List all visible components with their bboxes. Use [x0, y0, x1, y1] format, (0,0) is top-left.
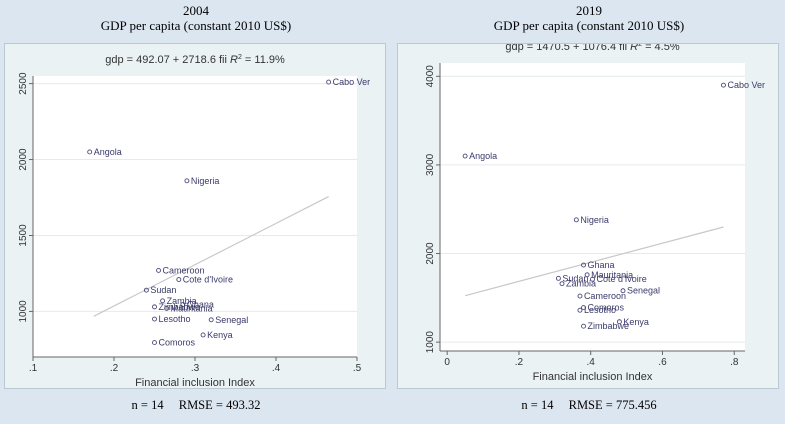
point-label: Cameroon [584, 291, 626, 301]
data-point [590, 276, 595, 282]
y-tick-label: 2000 [425, 242, 436, 265]
y-tick-label: 1000 [425, 331, 436, 354]
plot-area [33, 76, 357, 357]
data-point [577, 307, 583, 313]
x-tick-label: .2 [110, 363, 119, 374]
point-label: Cabo Ver [727, 80, 765, 90]
point-label: Sudan [562, 273, 588, 283]
point-label: Nigeria [191, 176, 220, 186]
data-point [152, 340, 157, 346]
data-point [152, 304, 157, 310]
point-label: Comoros [588, 303, 625, 313]
data-point [184, 178, 190, 184]
point-label: Ghana [588, 260, 615, 270]
x-tick-label: .6 [658, 357, 667, 368]
data-point [176, 277, 182, 282]
data-point [584, 272, 590, 278]
x-tick-label: .1 [29, 363, 38, 374]
data-point [208, 317, 214, 323]
regression-equation: gdp = 1470.5 + 1076.4 fii R2 = 4.5% [505, 44, 679, 53]
data-point [555, 275, 561, 281]
point-label: Ghana [187, 300, 214, 310]
point-label: Mauritania [591, 270, 633, 280]
x-tick-label: .4 [587, 357, 596, 368]
regression-equation: gdp = 492.07 + 2718.6 fii R2 = 11.9% [105, 54, 285, 66]
fit-line [464, 226, 724, 297]
x-tick-label: .5 [353, 363, 362, 374]
x-tick-label: .8 [730, 357, 739, 368]
point-label: Kenya [623, 317, 649, 327]
chart-title: 2004 [183, 3, 209, 18]
rmse-value: RMSE = 493.32 [178, 398, 261, 412]
point-label: Zambia [167, 296, 197, 306]
data-point [160, 298, 166, 304]
point-label: Senegal [215, 315, 248, 325]
point-label: Angola [469, 151, 497, 161]
y-tick-label: 1500 [18, 224, 29, 247]
rmse-value: RMSE = 775.456 [568, 398, 657, 412]
fit-line [93, 196, 329, 317]
point-label: Cote d'Ivoire [183, 275, 233, 285]
chart-panel-2019: 2019 GDP per capita (constant 2010 US$) … [393, 0, 785, 424]
data-point [616, 319, 622, 325]
point-label: Senegal [627, 286, 660, 296]
chart-panel-2004: 2004 GDP per capita (constant 2010 US$) … [0, 0, 392, 424]
point-label: Sudan [150, 285, 176, 295]
chart-subtitle: GDP per capita (constant 2010 US$) [100, 18, 292, 33]
data-point [581, 305, 586, 311]
point-label: Mauritania [171, 303, 213, 313]
point-label: Zambia [566, 279, 596, 289]
point-label: Angola [94, 147, 122, 157]
y-tick-label: 4000 [425, 65, 436, 88]
y-tick-label: 3000 [425, 153, 436, 176]
x-axis-label: Financial inclusion Index [135, 377, 255, 389]
data-point [559, 281, 565, 287]
data-point [462, 153, 468, 159]
y-tick-label: 1000 [18, 300, 29, 323]
x-tick-label: .2 [515, 357, 524, 368]
point-label: Kenya [207, 330, 233, 340]
point-label: Cote d'Ivoire [597, 274, 647, 284]
point-label: Cameroon [163, 265, 205, 275]
point-label: Zimbabwe [159, 302, 201, 312]
scatter-plot-2004: 1000 1500 2000 2500 .1 .2 .3 .4 .5 Financial incl… [18, 54, 371, 389]
data-point [200, 332, 206, 338]
data-point [143, 287, 149, 293]
x-tick-label: .4 [272, 363, 281, 374]
data-point [326, 79, 332, 85]
point-label: Lesotho [159, 314, 191, 324]
chart-title: 2019 [576, 3, 602, 18]
x-tick-label: .3 [191, 363, 200, 374]
plot-area [440, 63, 745, 351]
point-label: Nigeria [580, 215, 609, 225]
data-point [156, 267, 162, 273]
plot-frame: 1000 2000 3000 4000 0 .2 .4 .6 .8 Financial inclu… [397, 41, 779, 389]
point-label: Zimbabwe [588, 321, 630, 331]
data-point [152, 316, 157, 322]
y-tick-label: 2000 [18, 148, 29, 171]
sample-size: n = 14 [131, 398, 164, 412]
data-point [721, 82, 726, 88]
scatter-plot-2019: 1000 2000 3000 4000 0 .2 .4 .6 .8 Financial inclu… [425, 41, 765, 383]
point-label: Comoros [159, 338, 196, 348]
regression-stats: n = 14 RMSE = 493.32 [0, 398, 392, 413]
data-point [180, 302, 186, 308]
data-point [164, 305, 170, 311]
data-point [581, 323, 586, 329]
chart-subtitle: GDP per capita (constant 2010 US$) [493, 18, 685, 33]
x-axis-label: Financial inclusion Index [533, 371, 653, 383]
sample-size: n = 14 [521, 398, 554, 412]
point-label: Cabo Ver [333, 77, 371, 87]
data-point [581, 262, 586, 268]
data-point [573, 217, 579, 223]
data-point [620, 288, 626, 294]
data-point [87, 149, 93, 155]
x-tick-label: 0 [444, 357, 450, 368]
plot-frame: 1000 1500 2000 2500 .1 .2 .3 .4 .5 Financial incl… [4, 43, 386, 389]
regression-stats: n = 14 RMSE = 775.456 [393, 398, 785, 413]
y-tick-label: 2500 [18, 72, 29, 95]
point-label: Lesotho [584, 305, 616, 315]
data-point [577, 293, 583, 299]
